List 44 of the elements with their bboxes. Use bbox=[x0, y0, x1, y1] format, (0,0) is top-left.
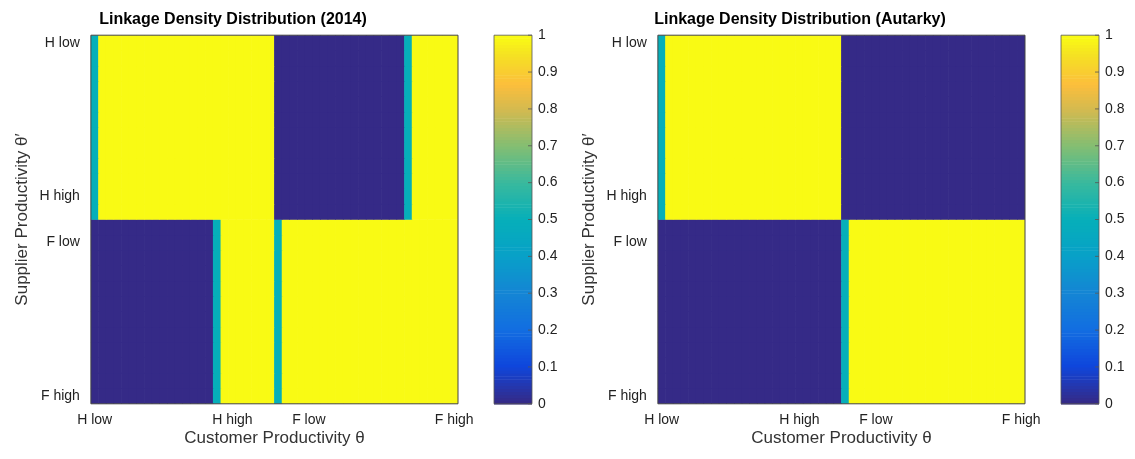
color-bar-label: 0.9 bbox=[1105, 62, 1125, 79]
color-bar-label: 1 bbox=[1105, 26, 1113, 43]
color-bar-label: 0 bbox=[538, 394, 546, 411]
color-bar-label: 0.4 bbox=[1105, 247, 1125, 264]
y-tick-label: F low bbox=[613, 233, 648, 250]
y-tick-label: F high bbox=[40, 386, 80, 403]
color-bar-label: 0.3 bbox=[1105, 284, 1125, 301]
x-tick-label: H low bbox=[77, 411, 114, 428]
color-bar-label: 0.2 bbox=[538, 320, 558, 337]
color-bar-label: 0.9 bbox=[538, 62, 558, 79]
y-tick-label: F high bbox=[607, 386, 647, 403]
color-bar-label: 0.4 bbox=[538, 247, 558, 264]
chart-title: Linkage Density Distribution (Autarky) bbox=[654, 10, 946, 28]
y-tick-label: H low bbox=[611, 33, 648, 50]
x-tick-label: H low bbox=[644, 411, 681, 428]
color-bar-label: 0.2 bbox=[1105, 320, 1125, 337]
x-tick-label: F low bbox=[292, 411, 327, 428]
x-tick-label: F high bbox=[434, 411, 474, 428]
color-bar-label: 0.5 bbox=[1105, 210, 1125, 227]
y-tick-label: H high bbox=[606, 187, 647, 204]
x-tick-label: F low bbox=[859, 411, 894, 428]
color-bar-label: 0.6 bbox=[1105, 173, 1125, 190]
y-tick-label: F low bbox=[46, 233, 81, 250]
x-tick-label: F high bbox=[1001, 411, 1041, 428]
chart-title: Linkage Density Distribution (2014) bbox=[99, 10, 367, 28]
x-axis-title: Customer Productivity θ bbox=[184, 428, 365, 448]
color-bar-label: 0.7 bbox=[1105, 136, 1125, 153]
color-bar-label: 0.3 bbox=[538, 284, 558, 301]
color-bar-label: 0.8 bbox=[538, 99, 558, 116]
y-axis-title: Supplier Productivity θ′ bbox=[11, 133, 31, 306]
x-tick-label: H high bbox=[212, 411, 253, 428]
y-tick-label: H high bbox=[39, 187, 80, 204]
color-bar-label: 0.7 bbox=[538, 136, 558, 153]
color-bar-label: 0.6 bbox=[538, 173, 558, 190]
color-bar-label: 0.5 bbox=[538, 210, 558, 227]
color-bar-label: 0.8 bbox=[1105, 99, 1125, 116]
x-axis-title: Customer Productivity θ bbox=[751, 428, 932, 448]
color-bar-label: 0 bbox=[1105, 394, 1113, 411]
color-bar-label: 0.1 bbox=[1105, 357, 1125, 374]
y-axis-title: Supplier Productivity θ′ bbox=[578, 133, 598, 306]
color-bar-label: 0.1 bbox=[538, 357, 558, 374]
y-tick-label: H low bbox=[44, 33, 81, 50]
x-tick-label: H high bbox=[779, 411, 820, 428]
color-bar-label: 1 bbox=[538, 26, 546, 43]
